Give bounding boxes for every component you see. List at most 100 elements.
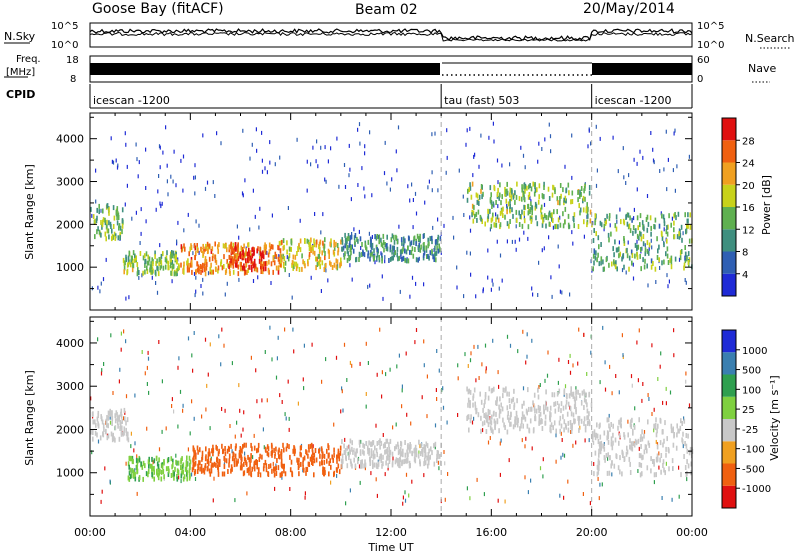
heatmap-cell xyxy=(167,472,170,477)
heatmap-cell xyxy=(606,417,609,423)
heatmap-cell xyxy=(375,462,378,468)
heatmap-cell xyxy=(408,493,410,498)
heatmap-cell xyxy=(327,159,329,164)
heatmap-cell xyxy=(433,253,436,259)
heatmap-cell xyxy=(299,218,301,223)
cpid-segment-label: icescan -1200 xyxy=(595,94,672,107)
heatmap-cell xyxy=(574,418,576,424)
heatmap-cell xyxy=(612,423,614,429)
heatmap-cell xyxy=(523,400,525,406)
heatmap-cell xyxy=(619,469,621,475)
heatmap-cell xyxy=(172,462,174,467)
heatmap-cell xyxy=(625,451,628,457)
heatmap-cell xyxy=(522,423,524,429)
heatmap-cell xyxy=(200,468,203,474)
heatmap-cell xyxy=(606,213,608,219)
heatmap-cell xyxy=(469,251,471,256)
heatmap-cell xyxy=(506,414,509,420)
heatmap-cell xyxy=(641,398,643,403)
heatmap-cell xyxy=(538,414,541,420)
heatmap-cell xyxy=(653,423,655,429)
heatmap-cell xyxy=(565,399,568,405)
heatmap-cell xyxy=(145,147,147,152)
heatmap-cell xyxy=(646,465,649,471)
heatmap-cell xyxy=(281,257,283,263)
heatmap-cell xyxy=(650,131,652,135)
heatmap-cell xyxy=(516,422,519,428)
heatmap-cell xyxy=(594,255,597,261)
heatmap-cell xyxy=(421,448,423,454)
heatmap-cell xyxy=(350,197,352,202)
heatmap-cell xyxy=(394,446,396,452)
heatmap-cell xyxy=(653,428,655,433)
heatmap-cell xyxy=(487,275,489,280)
heatmap-cell xyxy=(389,247,392,253)
heatmap-cell xyxy=(175,453,177,458)
heatmap-cell xyxy=(534,182,536,188)
heatmap-cell xyxy=(320,230,322,235)
heatmap-cell xyxy=(173,475,175,481)
heatmap-cell xyxy=(470,272,472,277)
heatmap-cell xyxy=(640,231,642,237)
heatmap-cell xyxy=(604,387,607,392)
heatmap-cell xyxy=(370,471,372,476)
heatmap-cell xyxy=(252,246,254,252)
heatmap-cell xyxy=(145,251,148,257)
heatmap-cell xyxy=(234,242,237,248)
heatmap-cell xyxy=(370,441,372,447)
heatmap-cell xyxy=(176,268,178,274)
heatmap-cell xyxy=(284,327,286,332)
heatmap-cell xyxy=(622,451,624,457)
heatmap-cell xyxy=(207,456,210,461)
heatmap-cell xyxy=(134,468,136,473)
heatmap-cell xyxy=(665,446,667,452)
heatmap-cell xyxy=(639,149,641,154)
power-cbar-swatch xyxy=(722,207,736,230)
power-cbar-label: Power [dB] xyxy=(760,175,773,235)
heatmap-cell xyxy=(643,449,646,455)
heatmap-cell xyxy=(681,237,683,243)
heatmap-cell xyxy=(603,266,605,272)
heatmap-cell xyxy=(100,208,102,213)
heatmap-cell xyxy=(489,198,492,204)
heatmap-cell xyxy=(241,463,243,469)
heatmap-cell xyxy=(428,241,430,247)
heatmap-cell xyxy=(506,209,508,215)
heatmap-cell xyxy=(660,453,663,458)
heatmap-cell xyxy=(468,427,470,433)
heatmap-cell xyxy=(111,234,114,240)
heatmap-cell xyxy=(633,424,636,430)
heatmap-cell xyxy=(592,238,595,243)
heatmap-cell xyxy=(685,443,688,449)
heatmap-cell xyxy=(165,255,168,261)
heatmap-cell xyxy=(436,458,438,463)
heatmap-cell xyxy=(114,413,116,419)
heatmap-cell xyxy=(322,212,324,217)
heatmap-cell xyxy=(202,251,205,257)
heatmap-cell xyxy=(386,450,389,456)
heatmap-cell xyxy=(156,290,159,295)
heatmap-cell xyxy=(225,268,228,274)
heatmap-cell xyxy=(502,417,504,423)
heatmap-cell xyxy=(607,434,609,440)
heatmap-cell xyxy=(114,233,117,239)
heatmap-cell xyxy=(200,464,203,469)
heatmap-cell xyxy=(165,258,168,264)
heatmap-cell xyxy=(124,202,126,207)
heatmap-cell xyxy=(398,255,401,261)
heatmap-cell xyxy=(593,471,595,477)
heatmap-cell xyxy=(138,457,141,463)
heatmap-cell xyxy=(363,186,365,191)
heatmap-cell xyxy=(572,412,575,418)
heatmap-cell xyxy=(194,451,196,457)
heatmap-cell xyxy=(274,251,277,257)
heatmap-cell xyxy=(586,420,589,426)
heatmap-cell xyxy=(188,475,191,481)
heatmap-cell xyxy=(248,457,251,463)
heatmap-cell xyxy=(630,249,633,255)
heatmap-cell xyxy=(379,327,381,332)
heatmap-cell xyxy=(563,495,565,500)
heatmap-cell xyxy=(532,292,534,297)
heatmap-cell xyxy=(493,184,495,190)
heatmap-cell xyxy=(594,435,597,441)
